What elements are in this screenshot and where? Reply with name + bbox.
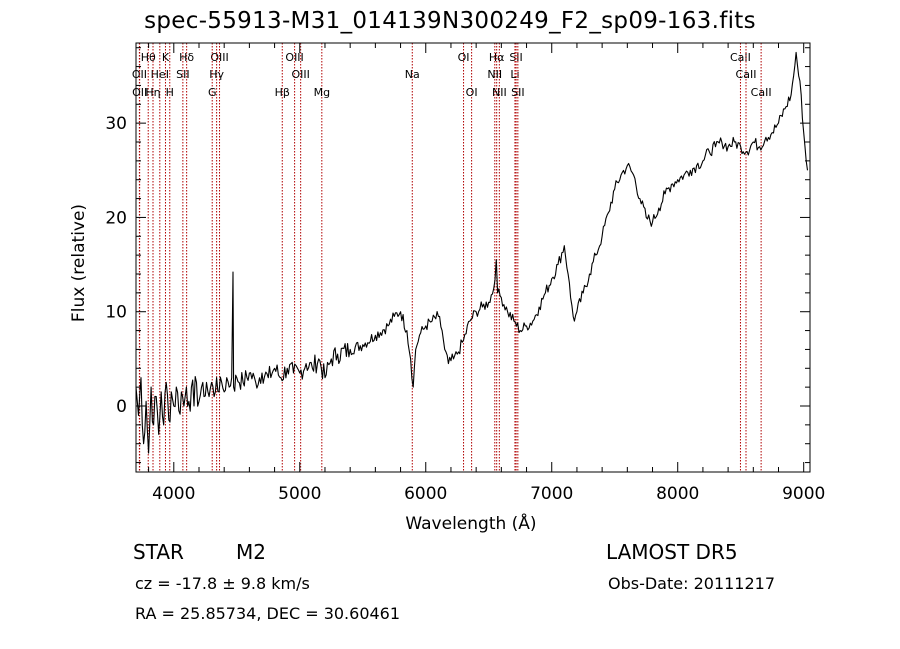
line-marker-label: Li: [510, 68, 519, 81]
y-tick-label: 0: [116, 397, 127, 417]
survey-name: LAMOST DR5: [606, 540, 738, 564]
redshift-velocity: cz = -17.8 ± 9.8 km/s: [135, 574, 310, 593]
y-tick-label: 20: [105, 208, 127, 228]
line-marker-label: OIII: [210, 51, 228, 64]
spectrum-line-0: [135, 51, 809, 454]
line-marker-label: CaII: [751, 86, 772, 99]
axes: 4000 5000 6000 7000 8000 9000 0 10 20 30: [105, 42, 825, 504]
line-marker-label: SII: [176, 68, 189, 81]
line-marker-label: K: [162, 51, 170, 64]
y-tick-label: 30: [105, 114, 127, 134]
line-marker-label: SII: [509, 51, 522, 64]
x-axis-label: Wavelength (Å): [405, 512, 536, 534]
x-tick-label: 4000: [152, 484, 195, 504]
chart-title: spec-55913-M31_014139N300249_F2_sp09-163…: [144, 8, 756, 34]
line-marker-label: Hη: [145, 86, 160, 99]
line-marker-label: Na: [405, 68, 420, 81]
y-axis-label: Flux (relative): [69, 204, 89, 322]
line-marker-label: Hθ: [141, 51, 156, 64]
line-marker-label: OIII: [285, 51, 303, 64]
line-marker-label: Hγ: [209, 68, 224, 81]
line-marker-label: CaII: [730, 51, 751, 64]
line-marker-label: Hβ: [275, 86, 290, 99]
observation-date: Obs-Date: 20111217: [608, 574, 776, 593]
line-marker-label: OI: [458, 51, 470, 64]
object-class: STAR: [133, 540, 184, 564]
spectrum-series: [135, 51, 809, 454]
line-marker-label: NII: [487, 68, 502, 81]
y-tick-label: 10: [105, 303, 127, 323]
line-marker-label: G: [208, 86, 217, 99]
plot-frame: [135, 42, 811, 473]
line-marker-label: H: [166, 86, 174, 99]
line-marker-label: OIII: [291, 68, 309, 81]
object-subclass: M2: [236, 540, 266, 564]
line-marker-label: Mg: [314, 86, 330, 99]
x-tick-label: 9000: [782, 484, 825, 504]
line-marker-label: OI: [466, 86, 478, 99]
ra-dec-coordinates: RA = 25.85734, DEC = 30.60461: [135, 604, 401, 623]
x-tick-label: 8000: [656, 484, 699, 504]
line-marker-label: HeI: [151, 68, 169, 81]
x-tick-label: 6000: [404, 484, 447, 504]
x-tick-label: 7000: [530, 484, 573, 504]
line-marker-label: NII: [492, 86, 507, 99]
line-marker-label: Hδ: [179, 51, 194, 64]
line-marker-label: Hα: [489, 51, 505, 64]
line-marker-label: CaII: [736, 68, 757, 81]
x-tick-label: 5000: [278, 484, 321, 504]
line-marker-label: SII: [511, 86, 524, 99]
